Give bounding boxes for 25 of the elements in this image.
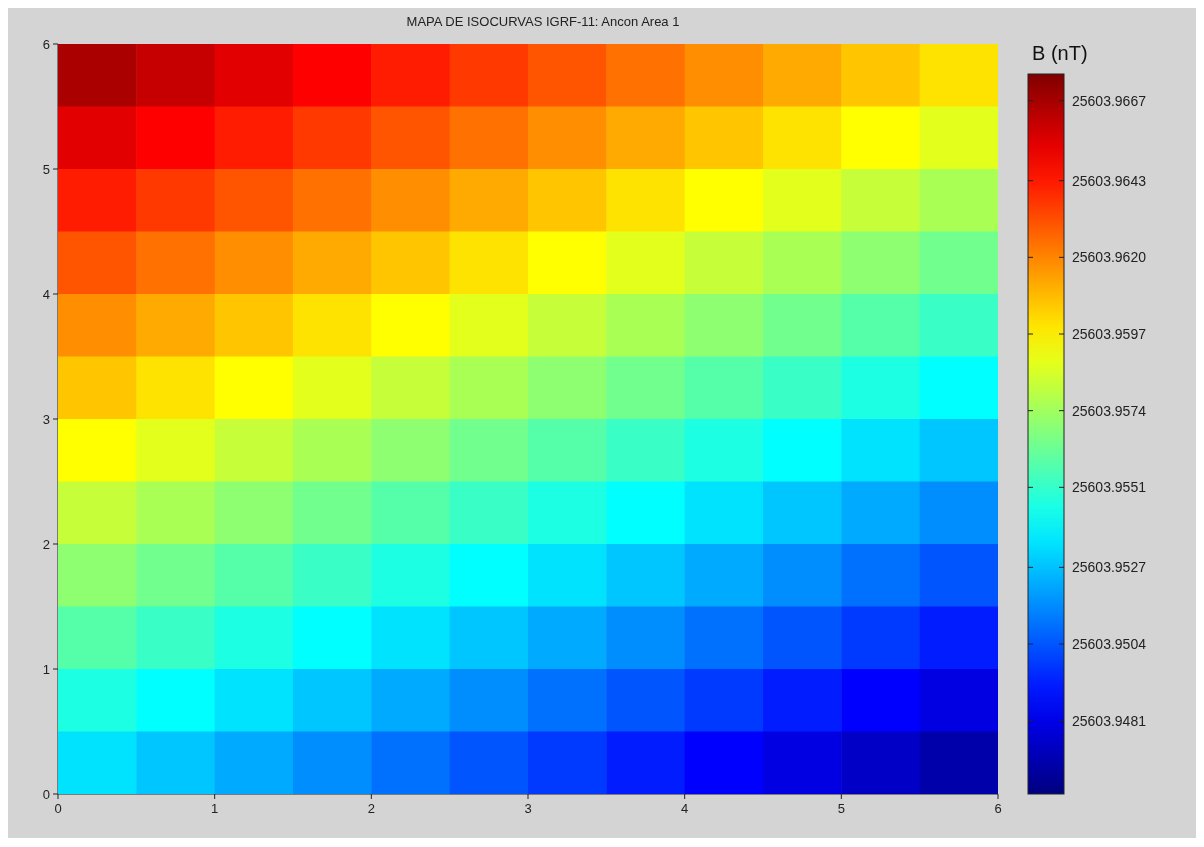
y-tick-label: 4	[42, 287, 50, 302]
x-tick-label: 0	[54, 801, 62, 816]
color-bar-label: 25603.9597	[1072, 326, 1147, 342]
color-bar-label: 25603.9551	[1072, 479, 1147, 496]
y-tick-label: 3	[42, 412, 50, 427]
x-tick-label: 2	[367, 801, 375, 816]
x-tick-label: 5	[837, 801, 845, 816]
color-bar-label: 25603.9481	[1072, 712, 1147, 729]
color-bar-label: 25603.9527	[1072, 559, 1147, 576]
y-tick-label: 5	[42, 162, 50, 177]
color-bar-label: 25603.9620	[1072, 249, 1147, 266]
y-tick-label: 1	[42, 662, 50, 677]
color-bar-label: 25603.9643	[1072, 172, 1147, 189]
x-tick-label: 3	[524, 801, 532, 816]
x-tick-label: 1	[211, 801, 219, 816]
chart-title: MAPA DE ISOCURVAS IGRF-11: Ancon Area 1	[405, 13, 681, 31]
y-tick-label: 2	[42, 537, 50, 552]
x-tick-label: 4	[681, 801, 689, 816]
y-tick-label: 0	[42, 787, 50, 802]
y-tick-label: 6	[42, 37, 50, 52]
x-tick-label: 6	[994, 801, 1002, 816]
color-bar-label: 25603.9504	[1072, 636, 1147, 652]
color-bar-title: B (nT)	[1032, 42, 1088, 64]
color-bar-label: 25603.9574	[1072, 402, 1147, 419]
color-bar-label: 25603.9667	[1072, 92, 1147, 109]
